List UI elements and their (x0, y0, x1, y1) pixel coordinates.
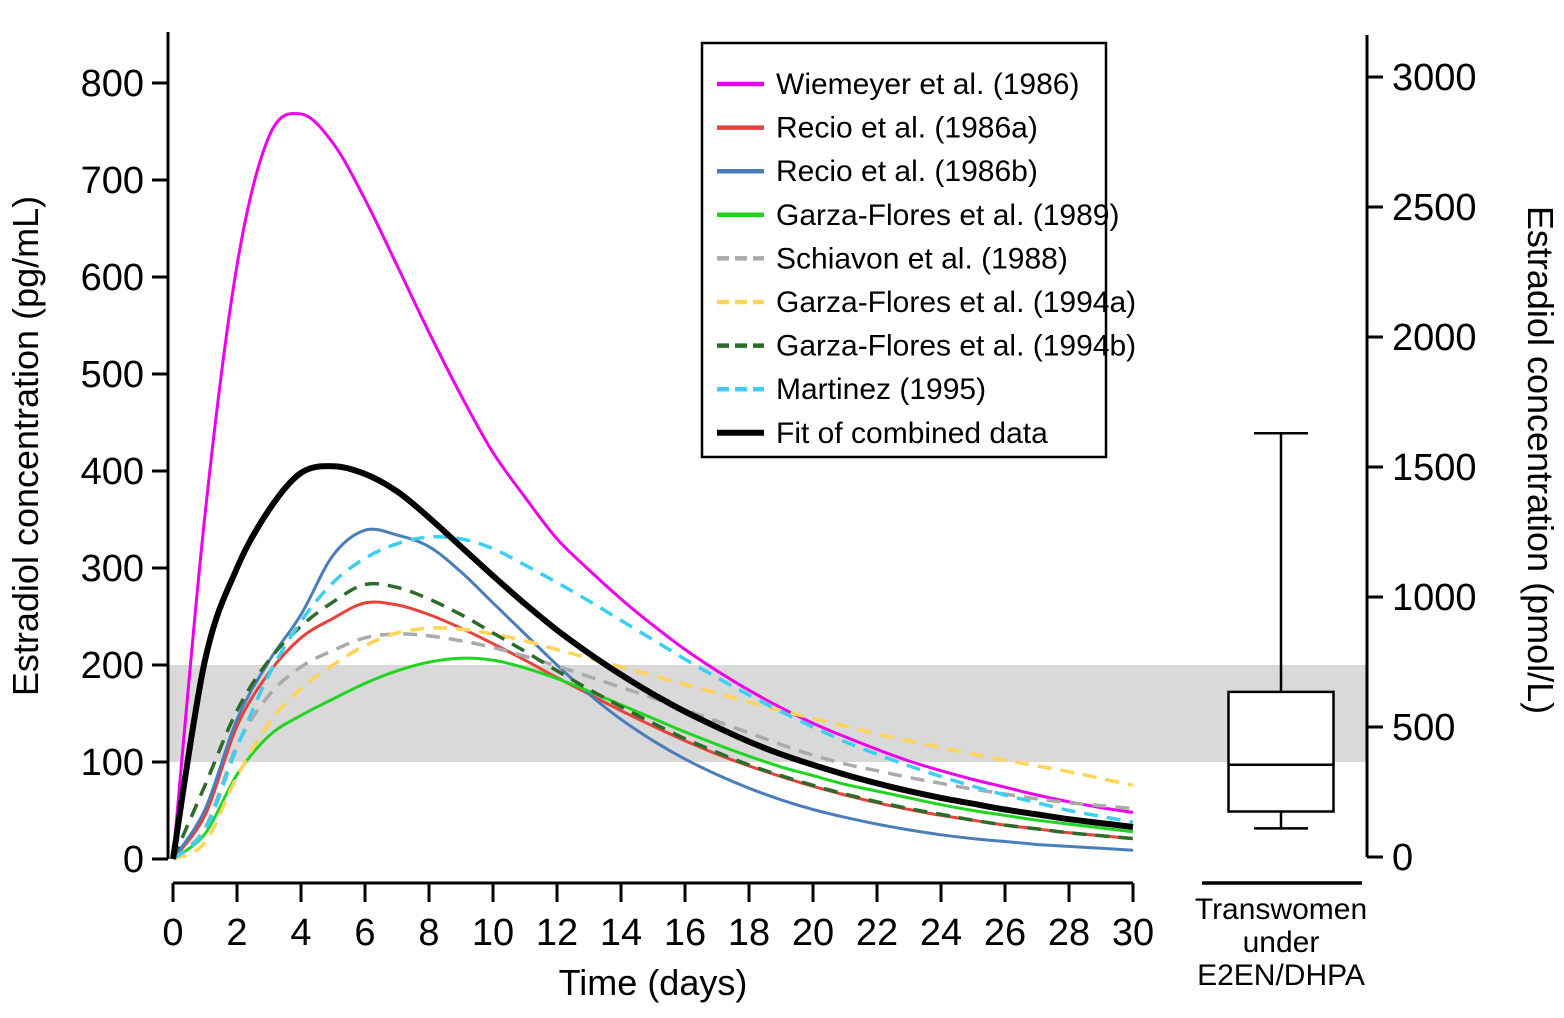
right-axis-tick-label: 3000 (1392, 57, 1477, 99)
right-axis-tick-label: 1000 (1392, 577, 1477, 619)
right-axis-tick-label: 2000 (1392, 317, 1477, 359)
legend-label-5: Garza-Flores et al. (1994a) (776, 286, 1136, 319)
x-axis-tick-label: 26 (984, 912, 1026, 954)
series-curve-0 (171, 111, 1134, 860)
left-axis-tick-label: 0 (123, 839, 144, 881)
series-curve-5 (172, 626, 1134, 861)
legend-label-4: Schiavon et al. (1988) (776, 242, 1068, 275)
x-axis-tick-label: 22 (856, 912, 898, 954)
x-axis-tick-label: 24 (920, 912, 962, 954)
legend-label-8: Fit of combined data (776, 417, 1048, 450)
legend-label-0: Wiemeyer et al. (1986) (776, 68, 1079, 101)
series-curve-8 (170, 463, 1134, 860)
x-axis-tick-label: 14 (600, 912, 642, 954)
series-curve-3 (172, 656, 1134, 861)
left-axis-tick-label: 800 (81, 63, 144, 105)
left-axis-tick-label: 200 (81, 645, 144, 687)
boxplot-category-label-line-0: Transwomen (1195, 893, 1367, 926)
legend-label-2: Recio et al. (1986b) (776, 155, 1038, 188)
x-axis-title: Time (days) (559, 962, 748, 1003)
x-axis-tick-label: 20 (792, 912, 834, 954)
x-axis-tick-label: 10 (472, 912, 514, 954)
x-axis-tick-label: 4 (290, 912, 311, 954)
x-axis-tick-label: 8 (418, 912, 439, 954)
right-axis-title: Estradiol concentration (pmol/L) (1520, 206, 1561, 714)
x-axis-tick-label: 28 (1048, 912, 1090, 954)
series-curve-7 (171, 534, 1134, 861)
right-axis-tick-label: 500 (1392, 707, 1455, 749)
x-axis-tick-label: 12 (536, 912, 578, 954)
left-axis-tick-label: 300 (81, 548, 144, 590)
x-axis-tick-label: 6 (354, 912, 375, 954)
left-axis-tick-label: 700 (81, 160, 144, 202)
left-axis-tick-label: 600 (81, 257, 144, 299)
right-axis-tick-label: 0 (1392, 837, 1413, 879)
series-curve-2 (171, 527, 1134, 860)
x-axis-tick-label: 30 (1112, 912, 1154, 954)
series-curve-6 (171, 581, 1134, 860)
x-axis-tick-label: 18 (728, 912, 770, 954)
series-curve-1 (171, 600, 1134, 860)
legend-label-6: Garza-Flores et al. (1994b) (776, 330, 1136, 363)
right-axis-tick-label: 1500 (1392, 447, 1477, 489)
series-curve-4 (171, 632, 1134, 861)
boxplot-category-label-line-1: under (1243, 926, 1320, 959)
x-axis-tick-label: 0 (162, 912, 183, 954)
x-axis-tick-label: 16 (664, 912, 706, 954)
left-axis-tick-label: 400 (81, 451, 144, 493)
x-axis-tick-label: 2 (226, 912, 247, 954)
left-axis-tick-label: 500 (81, 354, 144, 396)
right-axis-tick-label: 2500 (1392, 187, 1477, 229)
boxplot-box (1227, 690, 1335, 813)
legend-label-7: Martinez (1995) (776, 373, 986, 406)
legend-label-1: Recio et al. (1986a) (776, 112, 1038, 145)
left-axis-tick-label: 100 (81, 742, 144, 784)
left-axis-title: Estradiol concentration (pg/mL) (5, 196, 46, 696)
legend-box (700, 41, 1108, 459)
legend-label-3: Garza-Flores et al. (1989) (776, 199, 1119, 232)
boxplot-category-label-line-2: E2EN/DHPA (1197, 959, 1365, 992)
